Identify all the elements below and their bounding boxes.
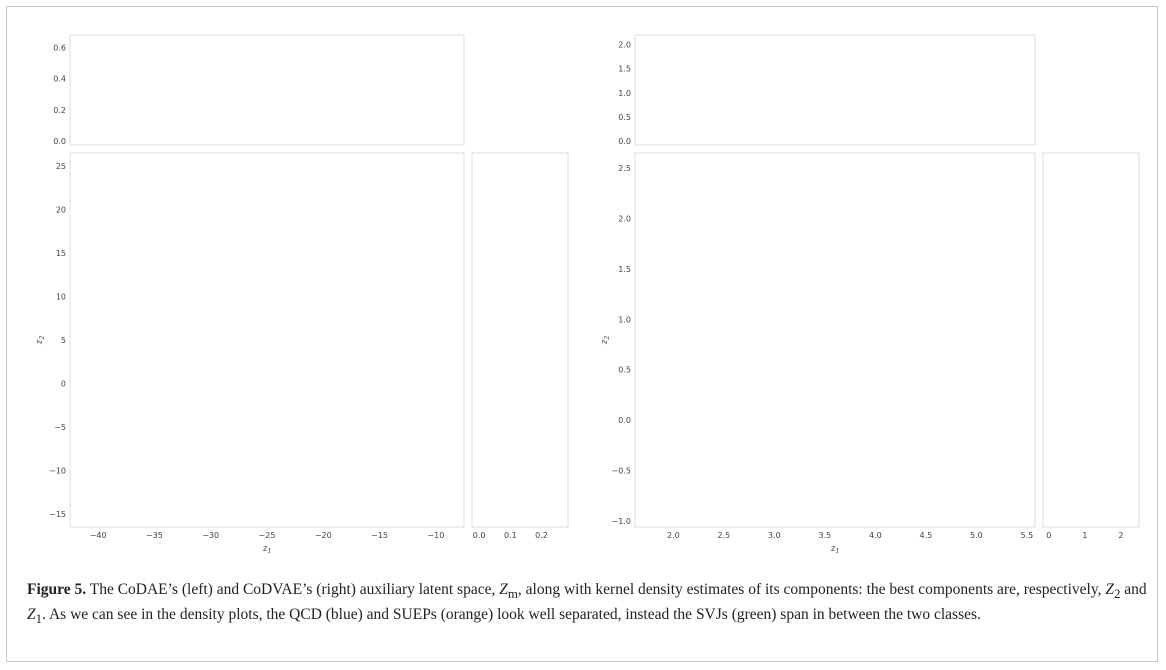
- qcd-point: [61, 434, 64, 437]
- scatter-panel: [69, 152, 465, 528]
- x-tick-label: 0.2: [535, 531, 548, 540]
- figure-plots: −40 −35 −30 −25 −20 −15 −10 −15 −10 −5 0 5 10 15 20 25 z…: [35, 34, 1140, 555]
- y-tick-label: 2.5: [618, 164, 631, 173]
- x-tick-label: 2.5: [718, 531, 731, 540]
- qcd-point: [61, 416, 64, 419]
- right-density-panel: [471, 152, 569, 528]
- qcd-point: [65, 370, 68, 373]
- y-axis-label: z2: [35, 336, 46, 346]
- top-density-panel: [69, 34, 465, 146]
- x-tick-label: 3.0: [768, 531, 781, 540]
- y-tick-label: −10: [49, 466, 66, 475]
- y-tick-label: −1.0: [612, 517, 631, 526]
- x-tick-label: 2.0: [667, 531, 680, 540]
- y-axis-label: z2: [600, 336, 611, 346]
- x-tick-label: 0.1: [504, 531, 517, 540]
- qcd-point: [62, 437, 65, 440]
- x-tick-label: −20: [315, 531, 332, 540]
- y-tick-label: −15: [49, 510, 66, 519]
- x-tick-label: 4.0: [869, 531, 882, 540]
- x-tick-label: −10: [427, 531, 444, 540]
- qcd-point: [51, 453, 54, 456]
- y-tick-label: 0.0: [53, 137, 66, 146]
- y-tick-label: 0: [61, 379, 66, 388]
- qcd-point: [57, 446, 60, 449]
- x-tick-label: −25: [259, 531, 276, 540]
- y-tick-label: 10: [56, 293, 66, 302]
- y-tick-label: 0.6: [53, 43, 66, 52]
- y-tick-label: 25: [56, 162, 66, 171]
- x-tick-label: −30: [202, 531, 219, 540]
- y-tick-label: −0.5: [612, 467, 631, 476]
- x-tick-label: 3.5: [819, 531, 832, 540]
- y-tick-label: 15: [56, 249, 66, 258]
- y-tick-label: 0.2: [53, 106, 66, 115]
- x-tick-label: 4.5: [920, 531, 933, 540]
- x-tick-label: 0.0: [473, 531, 486, 540]
- y-tick-label: 0.5: [618, 366, 631, 375]
- x-tick-label: −35: [146, 531, 163, 540]
- x-axis-label: z1: [262, 544, 272, 555]
- y-tick-label: 2.0: [618, 215, 631, 224]
- x-tick-label: 5.0: [970, 531, 983, 540]
- x-tick-label: −15: [371, 531, 388, 540]
- x-axis-label: z1: [830, 544, 840, 555]
- y-tick-label: 5: [61, 336, 66, 345]
- y-tick-label: 0.0: [618, 416, 631, 425]
- y-tick-label: −5: [54, 423, 66, 432]
- x-tick-label: 5.5: [1021, 531, 1034, 540]
- figure-frame: −40 −35 −30 −25 −20 −15 −10 −15 −10 −5 0 5 10 15 20 25 z…: [6, 6, 1158, 662]
- x-tick-label: −40: [90, 531, 107, 540]
- y-tick-label: 20: [56, 206, 66, 215]
- qcd-point: [56, 411, 59, 414]
- y-tick-label: 0.4: [53, 75, 66, 84]
- y-tick-label: 1.5: [618, 265, 631, 274]
- y-tick-label: 1.0: [618, 315, 631, 324]
- qcd-point: [64, 437, 67, 440]
